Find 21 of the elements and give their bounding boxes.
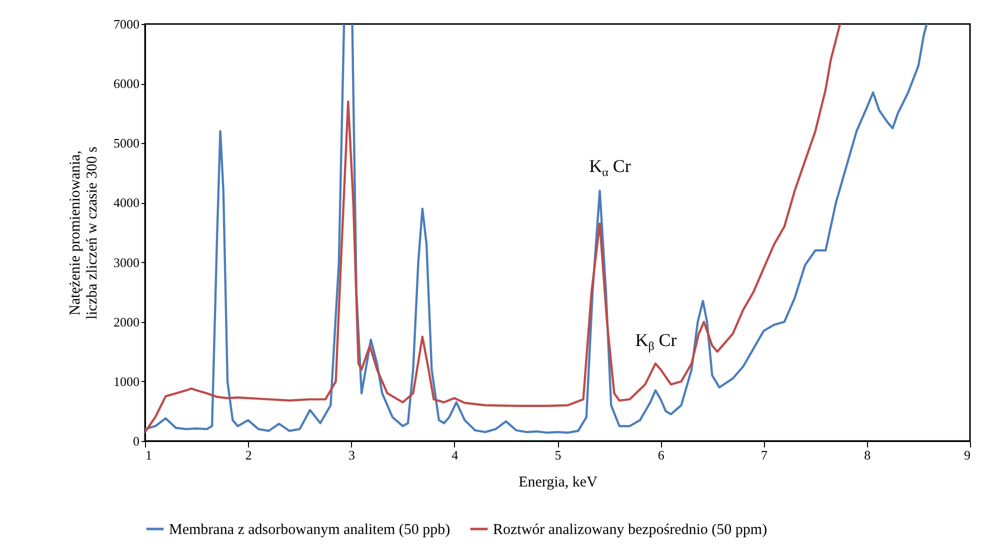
y-tick-label: 0 <box>133 434 140 448</box>
x-tick-label: 7 <box>761 448 768 462</box>
y-tick-label: 1000 <box>114 374 140 389</box>
y-tick-label: 4000 <box>114 195 140 210</box>
y-tick-label: 2000 <box>114 314 140 330</box>
legend-label: Membrana z adsorbowanym analitem (50 ppb) <box>169 522 450 538</box>
y-tick-label: 6000 <box>114 76 140 92</box>
x-axis-title: Energia, keV <box>518 474 598 490</box>
y-tick-label: 7000 <box>114 16 140 32</box>
y-tick-label: 3000 <box>114 254 140 270</box>
y-tick-label: 5000 <box>114 136 140 151</box>
x-tick-label: 4 <box>452 448 459 462</box>
x-tick-label: 2 <box>245 448 252 462</box>
x-tick-label: 8 <box>864 448 871 462</box>
legend-label: Roztwór analizowany bezpośrednio (50 ppm) <box>493 522 768 538</box>
x-tick-label: 6 <box>658 448 665 462</box>
y-axis-title: Natężenie promieniowania, liczba zliczeń w czasie 300 s <box>68 146 100 320</box>
x-tick-label: 3 <box>348 448 355 462</box>
x-tick-label: 1 <box>146 448 152 462</box>
x-tick-label: 9 <box>964 448 970 462</box>
x-tick-label: 5 <box>554 448 562 462</box>
